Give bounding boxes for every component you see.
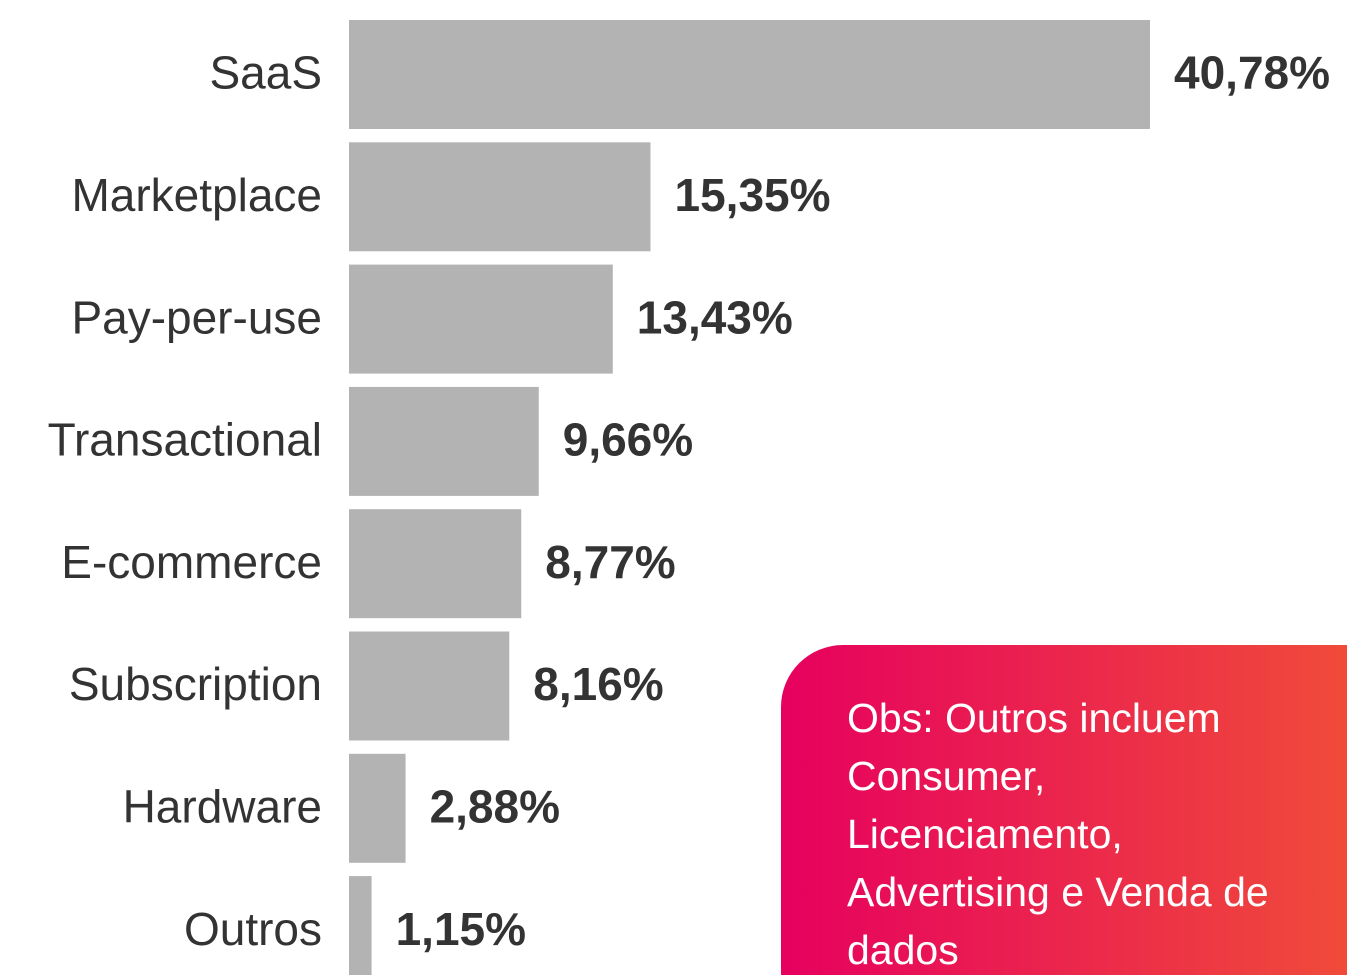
bar: [349, 142, 651, 252]
value-label: 13,43%: [637, 291, 793, 343]
bar: [349, 631, 510, 741]
category-label: SaaS: [209, 47, 322, 99]
value-label: 9,66%: [563, 414, 693, 466]
category-label: Outros: [184, 903, 322, 955]
bar: [349, 20, 1150, 129]
value-label: 8,16%: [533, 658, 663, 710]
annotation: Obs: Outros incluem Consumer, Licenciame…: [781, 645, 1347, 975]
bar: [349, 753, 406, 863]
value-label: 2,88%: [430, 780, 560, 832]
category-label: Pay-per-use: [71, 291, 322, 343]
value-label: 8,77%: [545, 536, 675, 588]
value-label: 40,78%: [1174, 47, 1330, 99]
bar: [349, 386, 539, 496]
bar: [349, 264, 613, 374]
bar: [349, 876, 372, 975]
category-label: Marketplace: [71, 169, 322, 221]
category-label: Hardware: [123, 780, 322, 832]
bar: [349, 509, 522, 619]
value-label: 1,15%: [396, 903, 526, 955]
category-label: E-commerce: [61, 536, 322, 588]
category-label: Subscription: [69, 658, 322, 710]
value-label: 15,35%: [675, 169, 831, 221]
category-label: Transactional: [48, 414, 322, 466]
